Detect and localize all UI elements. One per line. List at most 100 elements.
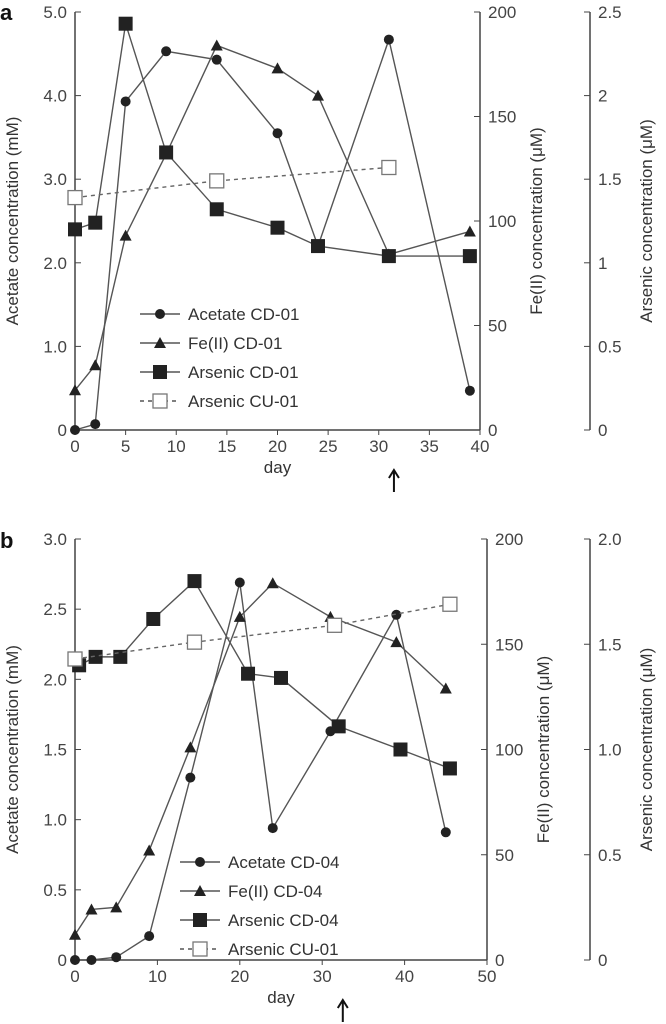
acetate-tick-label: 1.0	[43, 811, 67, 830]
arsenic-tick-label: 1.0	[598, 741, 622, 760]
x-tick-label: 0	[70, 967, 79, 986]
fe-tick-label: 200	[488, 3, 516, 22]
data-point-circle	[120, 96, 131, 107]
arsenic-tick-label: 2.5	[598, 3, 622, 22]
fe-tick-label: 50	[488, 317, 507, 336]
panel-letter-a: a	[0, 0, 13, 25]
data-point-circle	[185, 772, 196, 783]
data-point-triangle	[233, 610, 246, 622]
x-tick-label: 0	[70, 437, 79, 456]
legend-marker	[155, 309, 165, 319]
data-point-circle	[111, 952, 122, 963]
data-point-circle	[211, 54, 222, 65]
data-point-square	[274, 670, 288, 685]
legend-entry: Acetate CD-04	[180, 853, 340, 872]
data-point-triangle	[143, 844, 156, 856]
panel-letter-b: b	[0, 528, 13, 553]
series-arsenic-cd-01	[68, 16, 477, 264]
panel-a-chart: 0 5 10 15 20 25 30 35 40day01.02.03.04.05.0Aceta…	[3, 3, 656, 492]
series-acetate-cd-04	[70, 577, 451, 965]
data-point-circle	[144, 931, 155, 942]
fe-tick-label: 150	[495, 635, 523, 654]
arsenic-tick-label: 0	[598, 421, 607, 440]
data-point-open-square	[186, 634, 203, 650]
legend-marker	[195, 857, 205, 867]
data-point-square	[442, 761, 457, 776]
acetate-tick-label: 0	[58, 951, 67, 970]
legend-marker	[152, 393, 168, 409]
data-point-open-square	[326, 617, 343, 633]
data-point-open-square	[67, 651, 83, 667]
arsenic-axis-title: Arsenic concentration (μM)	[637, 648, 656, 851]
data-point-square	[88, 215, 103, 230]
data-point-circle	[161, 46, 172, 57]
data-point-triangle	[210, 39, 223, 51]
x-axis-title: day	[267, 988, 295, 1007]
acetate-tick-label: 1.0	[43, 337, 67, 356]
acetate-axis-title: Acetate concentration (mM)	[3, 645, 22, 854]
fe-axis-title: Fe(II) concentration (μM)	[527, 127, 546, 314]
arsenic-tick-label: 1	[598, 254, 607, 273]
x-tick-label: 25	[319, 437, 338, 456]
legend-marker	[153, 365, 167, 379]
data-point-triangle	[119, 229, 132, 241]
acetate-tick-label: 5.0	[43, 3, 67, 22]
x-axis-title: day	[264, 458, 292, 477]
legend-entry: Arsenic CU-01	[180, 940, 339, 959]
data-point-square	[270, 220, 285, 235]
acetate-axis-title: Acetate concentration (mM)	[3, 117, 22, 326]
arsenic-tick-label: 1.5	[598, 170, 622, 189]
data-point-circle	[272, 128, 283, 139]
legend-marker	[154, 337, 166, 348]
series-line	[74, 603, 451, 660]
series-line	[74, 582, 447, 936]
arrow-marker	[388, 468, 400, 492]
fe-tick-label: 0	[488, 421, 497, 440]
data-point-circle	[90, 419, 101, 430]
data-point-open-square	[442, 596, 458, 612]
data-point-triangle	[271, 62, 284, 74]
data-point-square	[88, 649, 103, 664]
legend-label: Arsenic CD-01	[188, 363, 299, 382]
acetate-tick-label: 2.5	[43, 600, 67, 619]
series-arsenic-cd-04	[72, 574, 457, 776]
x-tick-label: 30	[313, 967, 332, 986]
acetate-tick-label: 3.0	[43, 530, 67, 549]
arsenic-tick-label: 0	[598, 951, 607, 970]
x-tick-label: 40	[471, 437, 490, 456]
x-tick-label: 30	[369, 437, 388, 456]
arsenic-tick-label: 1.5	[598, 635, 622, 654]
data-point-triangle	[463, 225, 476, 237]
data-point-circle	[267, 823, 278, 834]
data-point-triangle	[69, 384, 81, 396]
data-point-square	[462, 249, 477, 264]
series-arsenic-cu-01	[67, 159, 397, 206]
legend-entry: Fe(II) CD-01	[140, 334, 282, 353]
x-tick-label: 20	[230, 967, 249, 986]
series-line	[78, 579, 451, 770]
legend-entry: Arsenic CD-04	[180, 911, 339, 930]
data-point-triangle	[85, 903, 98, 915]
data-point-open-square	[67, 189, 83, 206]
data-point-square	[159, 145, 174, 160]
series-arsenic-cu-01	[67, 596, 458, 667]
acetate-tick-label: 4.0	[43, 87, 67, 106]
data-point-square	[209, 202, 224, 217]
data-point-square	[311, 239, 325, 254]
data-point-square	[187, 574, 202, 589]
acetate-tick-label: 0.5	[43, 881, 67, 900]
data-point-triangle	[390, 636, 403, 648]
data-point-square	[68, 222, 82, 237]
fe-tick-label: 100	[495, 741, 523, 760]
data-point-square	[118, 16, 133, 31]
series-line	[75, 582, 447, 961]
legend-label: Acetate CD-01	[188, 305, 300, 324]
fe-tick-label: 50	[495, 846, 514, 865]
data-point-square	[331, 719, 346, 734]
series-line	[74, 166, 389, 199]
legend-entry: Fe(II) CD-04	[180, 882, 322, 901]
arsenic-tick-label: 2	[598, 87, 607, 106]
acetate-tick-label: 1.5	[43, 741, 67, 760]
arsenic-tick-label: 2.0	[598, 530, 622, 549]
legend-entry: Arsenic CU-01	[140, 392, 299, 411]
